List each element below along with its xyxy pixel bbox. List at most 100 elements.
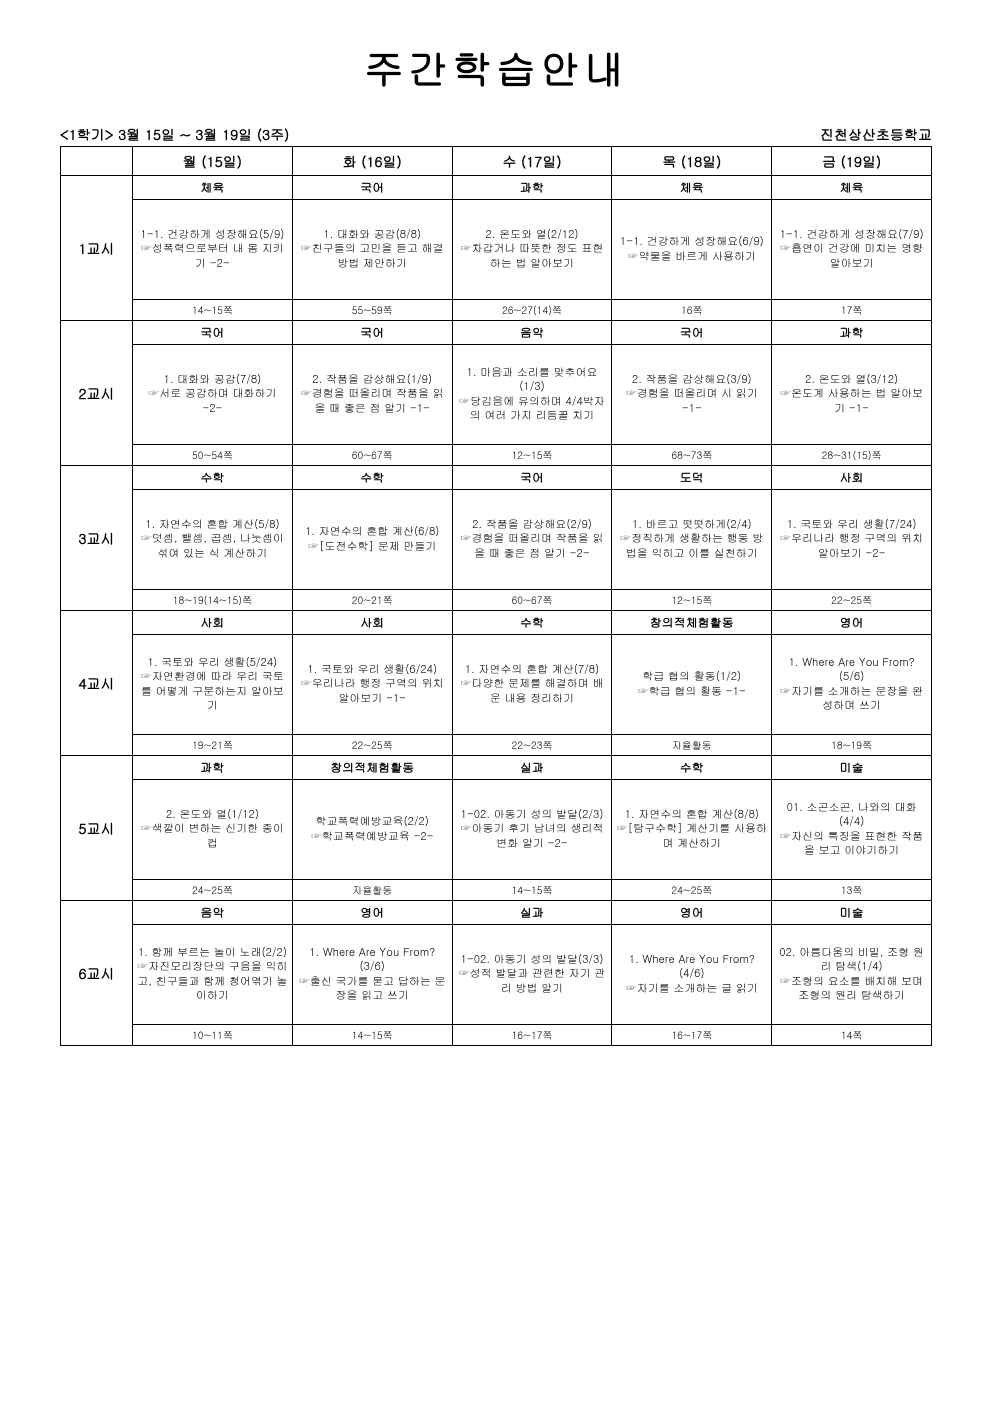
table-corner — [61, 147, 133, 176]
page-ref: 12~15쪽 — [612, 590, 772, 611]
lesson-body: 2. 작품을 감상해요(3/9)☞경험을 떠올리며 시 읽기 -1- — [612, 345, 772, 445]
subject-cell: 영어 — [612, 901, 772, 925]
page-ref: 22~25쪽 — [772, 590, 932, 611]
lesson-body: 1. 자연수의 혼합 계산(7/8)☞다양한 문제를 해결하며 배운 내용 정리… — [452, 635, 612, 735]
period-label: 6교시 — [61, 901, 133, 1046]
lesson-body: 1. 함께 부르는 놀이 노래(2/2)☞자진모리장단의 구음을 익히고, 친구… — [133, 925, 293, 1025]
schedule-table: 월 (15일)화 (16일)수 (17일)목 (18일)금 (19일) 1교시 체… — [60, 146, 932, 1046]
page-ref: 18~19(14~15)쪽 — [133, 590, 293, 611]
page-ref: 16~17쪽 — [612, 1025, 772, 1046]
subject-cell: 국어 — [292, 176, 452, 200]
day-head: 화 (16일) — [292, 147, 452, 176]
subject-cell: 미술 — [772, 901, 932, 925]
lesson-body: 학교폭력예방교육(2/2)☞학교폭력예방교육 -2- — [292, 780, 452, 880]
page-ref: 50~54쪽 — [133, 445, 293, 466]
lesson-body: 02. 아름다움의 비밀, 조형 원리 탐색(1/4)☞조형의 요소를 배치해 … — [772, 925, 932, 1025]
subject-cell: 영어 — [292, 901, 452, 925]
page-ref: 18~19쪽 — [772, 735, 932, 756]
subject-cell: 국어 — [612, 321, 772, 345]
subject-cell: 과학 — [772, 321, 932, 345]
lesson-body: 1. 마음과 소리를 맞추어요(1/3)☞당김음에 유의하며 4/4박자의 여러… — [452, 345, 612, 445]
day-head: 목 (18일) — [612, 147, 772, 176]
period-label: 4교시 — [61, 611, 133, 756]
lesson-body: 1. 국토와 우리 생활(7/24)☞우리나라 행정 구역의 위치 알아보기 -… — [772, 490, 932, 590]
school-name: 진천상산초등학교 — [820, 124, 932, 144]
page-title: 주간학습안내 — [60, 40, 932, 96]
page-ref: 60~67쪽 — [292, 445, 452, 466]
subject-cell: 실과 — [452, 756, 612, 780]
page-ref: 16쪽 — [612, 300, 772, 321]
page-ref: 22~23쪽 — [452, 735, 612, 756]
page-ref: 26~27(14)쪽 — [452, 300, 612, 321]
lesson-body: 1. 국토와 우리 생활(6/24)☞우리나라 행정 구역의 위치 알아보기 -… — [292, 635, 452, 735]
period-label: 2교시 — [61, 321, 133, 466]
page-ref: 19~21쪽 — [133, 735, 293, 756]
lesson-body: 1. 대화와 공감(8/8)☞친구들의 고민을 듣고 해결 방법 제안하기 — [292, 200, 452, 300]
page-ref: 16~17쪽 — [452, 1025, 612, 1046]
subject-cell: 수학 — [133, 466, 293, 490]
subject-cell: 체육 — [772, 176, 932, 200]
page-ref: 14쪽 — [772, 1025, 932, 1046]
lesson-body: 1. 국토와 우리 생활(5/24)☞자연환경에 따라 우리 국토를 어떻게 구… — [133, 635, 293, 735]
period-label: 1교시 — [61, 176, 133, 321]
subject-cell: 도덕 — [612, 466, 772, 490]
subject-cell: 과학 — [452, 176, 612, 200]
lesson-body: 1. 대화와 공감(7/8)☞서로 공감하며 대화하기 -2- — [133, 345, 293, 445]
page-ref: 24~25쪽 — [133, 880, 293, 901]
lesson-body: 1-02. 아동기 성의 발달(2/3)☞아동기 후기 남녀의 생리적 변화 알… — [452, 780, 612, 880]
subject-cell: 실과 — [452, 901, 612, 925]
subject-cell: 음악 — [452, 321, 612, 345]
lesson-body: 1-1. 건강하게 성장해요(6/9)☞약물을 바르게 사용하기 — [612, 200, 772, 300]
subject-cell: 미술 — [772, 756, 932, 780]
lesson-body: 2. 온도와 열(1/12)☞색깔이 변하는 신기한 종이컵 — [133, 780, 293, 880]
subject-cell: 수학 — [612, 756, 772, 780]
subject-cell: 국어 — [292, 321, 452, 345]
lesson-body: 1. Where Are You From?(5/6)☞자기를 소개하는 문장을… — [772, 635, 932, 735]
period-label: 3교시 — [61, 466, 133, 611]
lesson-body: 1. 자연수의 혼합 계산(8/8)☞[탐구수학] 계산기를 사용하며 계산하기 — [612, 780, 772, 880]
subject-cell: 창의적체험활동 — [612, 611, 772, 635]
subject-cell: 체육 — [612, 176, 772, 200]
day-head: 금 (19일) — [772, 147, 932, 176]
page-ref: 자율활동 — [292, 880, 452, 901]
page-ref: 24~25쪽 — [612, 880, 772, 901]
lesson-body: 1. Where Are You From?(4/6)☞자기를 소개하는 글 읽… — [612, 925, 772, 1025]
lesson-body: 2. 온도와 열(2/12)☞차갑거나 따뜻한 정도 표현하는 법 알아보기 — [452, 200, 612, 300]
day-head: 월 (15일) — [133, 147, 293, 176]
lesson-body: 2. 작품을 감상해요(2/9)☞경험을 떠올리며 작품을 읽을 때 좋은 점 … — [452, 490, 612, 590]
page-ref: 12~15쪽 — [452, 445, 612, 466]
subject-cell: 창의적체험활동 — [292, 756, 452, 780]
page-ref: 14~15쪽 — [133, 300, 293, 321]
page-ref: 28~31(15)쪽 — [772, 445, 932, 466]
subject-cell: 사회 — [772, 466, 932, 490]
lesson-body: 1. 자연수의 혼합 계산(5/8)☞덧셈, 뺄셈, 곱셈, 나눗셈이 섞여 있… — [133, 490, 293, 590]
lesson-body: 1. Where Are You From?(3/6)☞출신 국가를 묻고 답하… — [292, 925, 452, 1025]
lesson-body: 1-02. 아동기 성의 발달(3/3)☞성적 발달과 관련한 자기 관리 방법… — [452, 925, 612, 1025]
lesson-body: 1-1. 건강하게 성장해요(5/9)☞성폭력으로부터 내 몸 지키기 -2- — [133, 200, 293, 300]
page-ref: 60~67쪽 — [452, 590, 612, 611]
period-label: 5교시 — [61, 756, 133, 901]
page-ref: 13쪽 — [772, 880, 932, 901]
lesson-body: 1-1. 건강하게 성장해요(7/9)☞흡연이 건강에 미치는 영향 알아보기 — [772, 200, 932, 300]
subject-cell: 사회 — [292, 611, 452, 635]
day-head: 수 (17일) — [452, 147, 612, 176]
semester-range: <1학기> 3월 15일 ~ 3월 19일 (3주) — [60, 124, 289, 144]
subject-cell: 과학 — [133, 756, 293, 780]
subject-cell: 사회 — [133, 611, 293, 635]
subject-cell: 국어 — [133, 321, 293, 345]
subject-cell: 수학 — [452, 611, 612, 635]
lesson-body: 2. 작품을 감상해요(1/9)☞경험을 떠올리며 작품을 읽을 때 좋은 점 … — [292, 345, 452, 445]
subject-cell: 수학 — [292, 466, 452, 490]
subject-cell: 국어 — [452, 466, 612, 490]
meta-row: <1학기> 3월 15일 ~ 3월 19일 (3주) 진천상산초등학교 — [60, 124, 932, 144]
subject-cell: 음악 — [133, 901, 293, 925]
page-ref: 68~73쪽 — [612, 445, 772, 466]
lesson-body: 1. 자연수의 혼합 계산(6/8)☞[도전수학] 문제 만들기 — [292, 490, 452, 590]
page-ref: 14~15쪽 — [292, 1025, 452, 1046]
subject-cell: 영어 — [772, 611, 932, 635]
page-ref: 자율활동 — [612, 735, 772, 756]
lesson-body: 2. 온도와 열(3/12)☞온도계 사용하는 법 알아보기 -1- — [772, 345, 932, 445]
lesson-body: 01. 소곤소곤, 나와의 대화(4/4)☞자신의 특징을 표현한 작품을 보고… — [772, 780, 932, 880]
page-ref: 55~59쪽 — [292, 300, 452, 321]
lesson-body: 1. 바르고 떳떳하게(2/4)☞정직하게 생활하는 행동 방법을 익히고 이를… — [612, 490, 772, 590]
